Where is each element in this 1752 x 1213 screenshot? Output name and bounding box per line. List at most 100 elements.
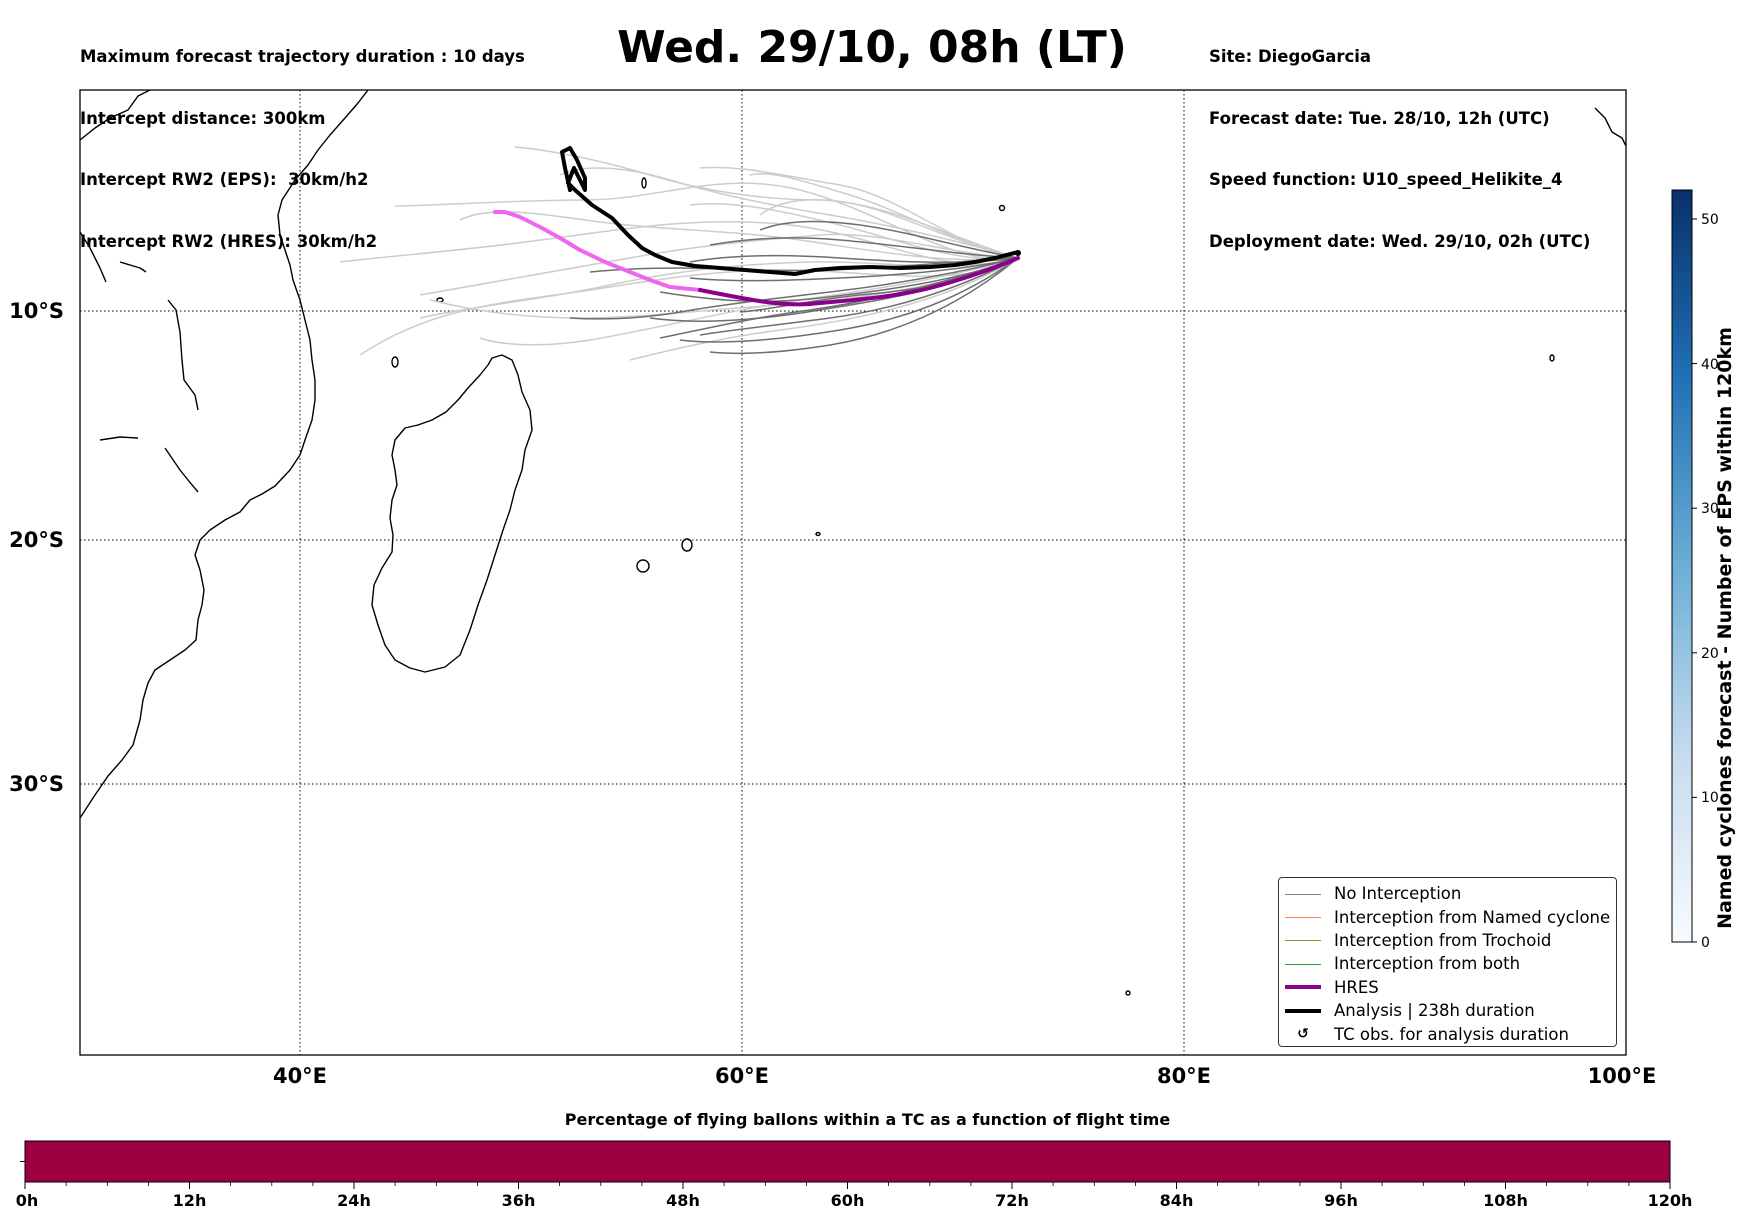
island-small [1549, 354, 1555, 362]
coastline-lake-3 [119, 261, 147, 273]
hres-trajectory-early [698, 256, 1020, 307]
trajectory [339, 220, 1019, 265]
hres-trajectory-group [493, 210, 1020, 307]
legend-label: Analysis | 238h duration [1334, 1001, 1535, 1021]
colorbar-ticks [1692, 218, 1697, 943]
bottom-bar-tick-label: 108h [1483, 1191, 1528, 1210]
island-reunion [681, 538, 693, 552]
header-left-line: Intercept RW2 (HRES): 30km/h2 [80, 231, 378, 251]
colorbar-tick-label: 0 [1701, 935, 1710, 951]
bottom-bar-tick-label: 36h [502, 1191, 536, 1210]
legend-item-both: Interception from both [1279, 952, 1616, 975]
colorbar-gradient [1671, 189, 1693, 943]
trajectory [569, 257, 1019, 320]
legend-label: TC obs. for analysis duration [1334, 1024, 1569, 1044]
header-right-line: Forecast date: Tue. 28/10, 12h (UTC) [1209, 108, 1550, 128]
cyclone-symbol-icon: ↺ [1297, 1026, 1309, 1043]
legend-label: Interception from Named cyclone [1334, 907, 1611, 927]
legend-item-trochoid: Interception from Trochoid [1279, 929, 1616, 952]
header-left-line: Maximum forecast trajectory duration : 1… [80, 47, 525, 66]
eps-trajectories-light [339, 146, 1019, 361]
legend-item-no-interception: No Interception [1279, 882, 1616, 905]
coastline-kenya-fragment [80, 231, 107, 283]
trajectory [514, 146, 1019, 259]
trajectory [759, 220, 1019, 259]
trajectory [459, 211, 1019, 261]
header-left: Maximum forecast trajectory duration : 1… [80, 6, 525, 273]
island-mauritius [636, 559, 650, 573]
trajectory [394, 182, 1019, 261]
bottom-bar-ticks [24, 1182, 1671, 1189]
legend-label: No Interception [1334, 884, 1462, 904]
trajectory [749, 172, 1019, 259]
trajectory [429, 257, 1019, 319]
lon-tick-label: 60°E [715, 1064, 769, 1088]
analysis-trajectory [560, 146, 1020, 276]
bottom-bar-tick-label: 72h [995, 1191, 1029, 1210]
trajectory [659, 257, 1019, 303]
bottom-bar-tick-label: 24h [337, 1191, 371, 1210]
bottom-bar-tick-label: 12h [173, 1191, 207, 1210]
legend-item-analysis: Analysis | 238h duration [1279, 999, 1616, 1022]
lat-tick-label: 30°S [9, 772, 64, 796]
trajectory [679, 257, 1019, 343]
bottom-bar: 0h 12h 24h 36h 48h 60h 72h 84h 96h 108h … [16, 1140, 1693, 1210]
trajectory [559, 167, 1019, 259]
coastline-island-right [1594, 107, 1626, 147]
bottom-bar-tick-label: 120h [1648, 1191, 1693, 1210]
bottom-bar-tick-label: 84h [1160, 1191, 1194, 1210]
trajectory [759, 199, 1019, 259]
bottom-bar-tick-label: 0h [16, 1191, 39, 1210]
bottom-bar-minor-ticks [65, 1182, 1630, 1186]
map-gridlines [80, 90, 1626, 1055]
colorbar-tick-label: 40 [1701, 357, 1719, 373]
trajectory [479, 257, 1019, 346]
coastline-madagascar [371, 354, 533, 673]
legend-item-named-cyclone: Interception from Named cyclone [1279, 905, 1616, 928]
trajectory [659, 257, 1019, 339]
trajectory [709, 237, 1019, 259]
bottom-bar-tick-label: 60h [831, 1191, 865, 1210]
island-small [815, 531, 821, 537]
colorbar-tick-label: 10 [1701, 790, 1719, 806]
colorbar-tick-label: 20 [1701, 646, 1719, 662]
header-right-line: Deployment date: Wed. 29/10, 02h (UTC) [1209, 231, 1591, 251]
page-title: Wed. 29/10, 08h (LT) [617, 22, 1127, 73]
trajectory [689, 202, 1019, 260]
legend-label: Interception from Trochoid [1334, 930, 1552, 950]
colorbar-tick-label: 50 [1701, 212, 1719, 228]
trajectory [699, 257, 1019, 336]
legend-label: Interception from both [1334, 954, 1521, 974]
trajectory [419, 233, 1019, 296]
coastline-lake [99, 436, 139, 441]
lat-tick-labels: 10°S 20°S 30°S [9, 299, 64, 796]
header-right: Site: DiegoGarcia Forecast date: Tue. 28… [1209, 6, 1590, 273]
hres-trajectory-late [493, 210, 702, 292]
trajectory [709, 257, 1019, 355]
legend-item-tc-obs: ↺ TC obs. for analysis duration [1279, 1022, 1616, 1045]
trajectory [359, 257, 1019, 356]
colorbar: 0 10 20 30 40 50 [1671, 189, 1719, 951]
bottom-bar-tick-labels: 0h 12h 24h 36h 48h 60h 72h 84h 96h 108h … [16, 1191, 1693, 1210]
bottom-bar-fill [24, 1140, 1671, 1183]
bottom-bar-tick-label: 96h [1324, 1191, 1358, 1210]
lat-tick-label: 20°S [9, 528, 64, 552]
launch-site-marker [1015, 250, 1021, 256]
island-small [1125, 990, 1131, 996]
island-comoros [391, 356, 399, 368]
page-title-container: Wed. 29/10, 08h (LT) [0, 22, 1752, 74]
legend-label: HRES [1334, 977, 1379, 997]
lon-tick-label: 80°E [1157, 1064, 1211, 1088]
coastline-east-africa-inland [167, 299, 199, 411]
lat-tick-label: 10°S [9, 299, 64, 323]
lon-tick-label: 40°E [273, 1064, 327, 1088]
header-right-line: Site: DiegoGarcia [1209, 47, 1372, 66]
coastline-arabia-fragment [80, 90, 151, 141]
coastline-africa [80, 90, 369, 819]
lon-tick-label: 100°E [1588, 1064, 1657, 1088]
header-left-line: Intercept RW2 (EPS): 30km/h2 [80, 170, 369, 189]
map-frame [79, 89, 1627, 1056]
map-legend: No Interception Interception from Named … [1278, 877, 1617, 1047]
coastlines [80, 90, 1626, 996]
